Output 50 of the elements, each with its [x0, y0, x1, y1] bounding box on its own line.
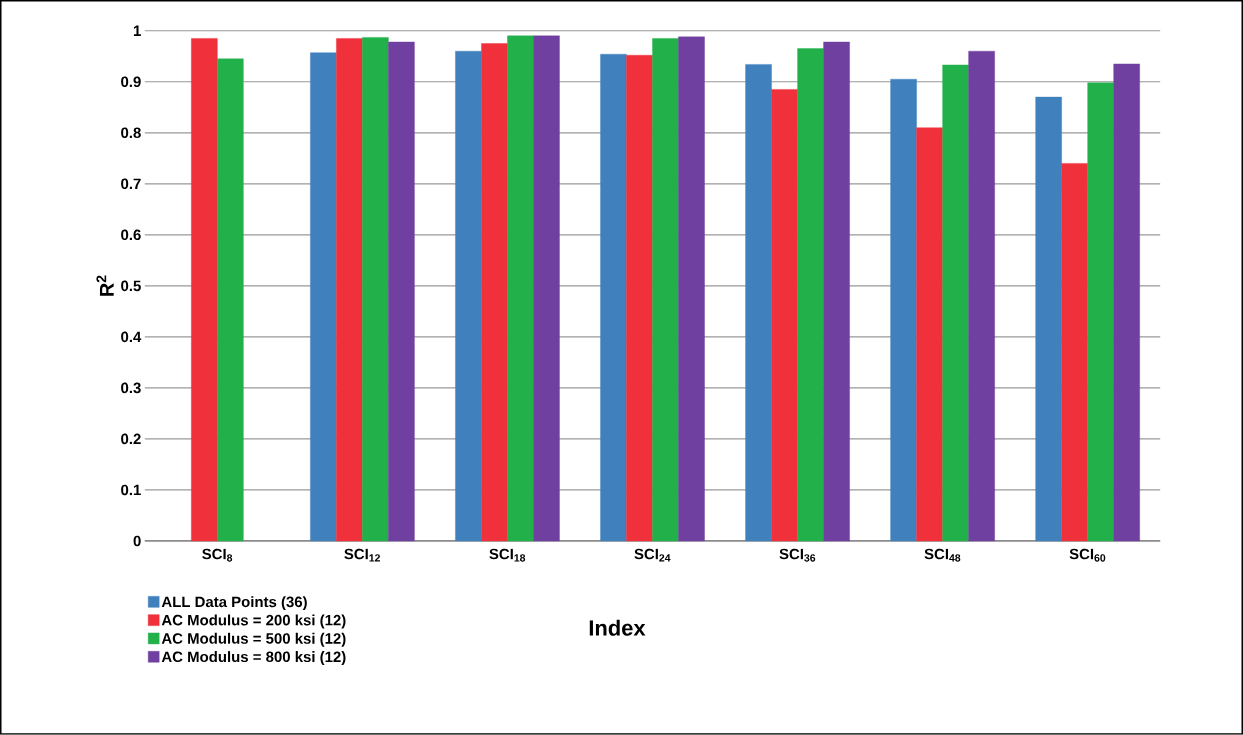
- bar: [310, 52, 337, 542]
- bar: [797, 48, 824, 542]
- y-tick-label: 0.4: [121, 331, 142, 343]
- y-tick-label: 1: [133, 25, 141, 36]
- bar: [507, 35, 534, 542]
- legend-label: ALL Data Points (36): [161, 596, 307, 611]
- x-tick-label: SCI$_{24}$: [634, 548, 671, 562]
- bar: [745, 64, 772, 542]
- y-tick-label: 0.9: [121, 76, 141, 88]
- y-tick-label: 0.2: [121, 433, 141, 445]
- bar: [455, 51, 482, 542]
- bar: [678, 36, 705, 542]
- bar: [191, 38, 218, 542]
- y-tick-label: 0.7: [121, 178, 141, 190]
- bar: [1087, 82, 1114, 542]
- bar: [626, 55, 653, 542]
- bar: [1061, 163, 1088, 542]
- y-tick-label: 0.6: [121, 229, 141, 241]
- bar: [823, 41, 850, 542]
- bar: [968, 51, 995, 542]
- y-tick-label: 0.1: [121, 484, 141, 496]
- bar: [600, 54, 627, 542]
- x-tick-label: SCI$_{48}$: [924, 548, 961, 562]
- bar: [771, 89, 798, 542]
- bar: [890, 79, 917, 542]
- y-tick-label: 0.3: [121, 382, 141, 394]
- x-tick-label: SCI$_{36}$: [779, 548, 816, 562]
- bar: [652, 38, 679, 542]
- x-axis-title: Index: [589, 619, 646, 636]
- bar: [481, 43, 508, 542]
- legend-label: AC Modulus = 200 ksi (12): [161, 614, 346, 629]
- x-tick-label: SCI$_{8}$: [202, 548, 233, 562]
- legend-label: AC Modulus = 500 ksi (12): [161, 632, 346, 647]
- bar: [388, 41, 415, 542]
- bar: [1035, 96, 1062, 542]
- x-tick-label: SCI$_{60}$: [1069, 548, 1106, 562]
- x-tick-label: SCI$_{18}$: [489, 548, 526, 562]
- x-tick-label: SCI$_{12}$: [344, 548, 380, 562]
- y-tick-label: 0.8: [121, 127, 141, 139]
- bar: [362, 37, 389, 542]
- legend-label: AC Modulus = 800 ksi (12): [161, 651, 346, 666]
- y-tick-label: 0: [133, 535, 141, 547]
- bar: [1113, 63, 1140, 542]
- bar: [217, 58, 244, 542]
- y-axis-title: R$^{2}$: [96, 275, 114, 296]
- y-tick-label: 0.5: [121, 280, 141, 292]
- bar: [533, 35, 560, 542]
- bar: [916, 127, 943, 542]
- bar: [336, 38, 363, 542]
- bar: [942, 64, 969, 542]
